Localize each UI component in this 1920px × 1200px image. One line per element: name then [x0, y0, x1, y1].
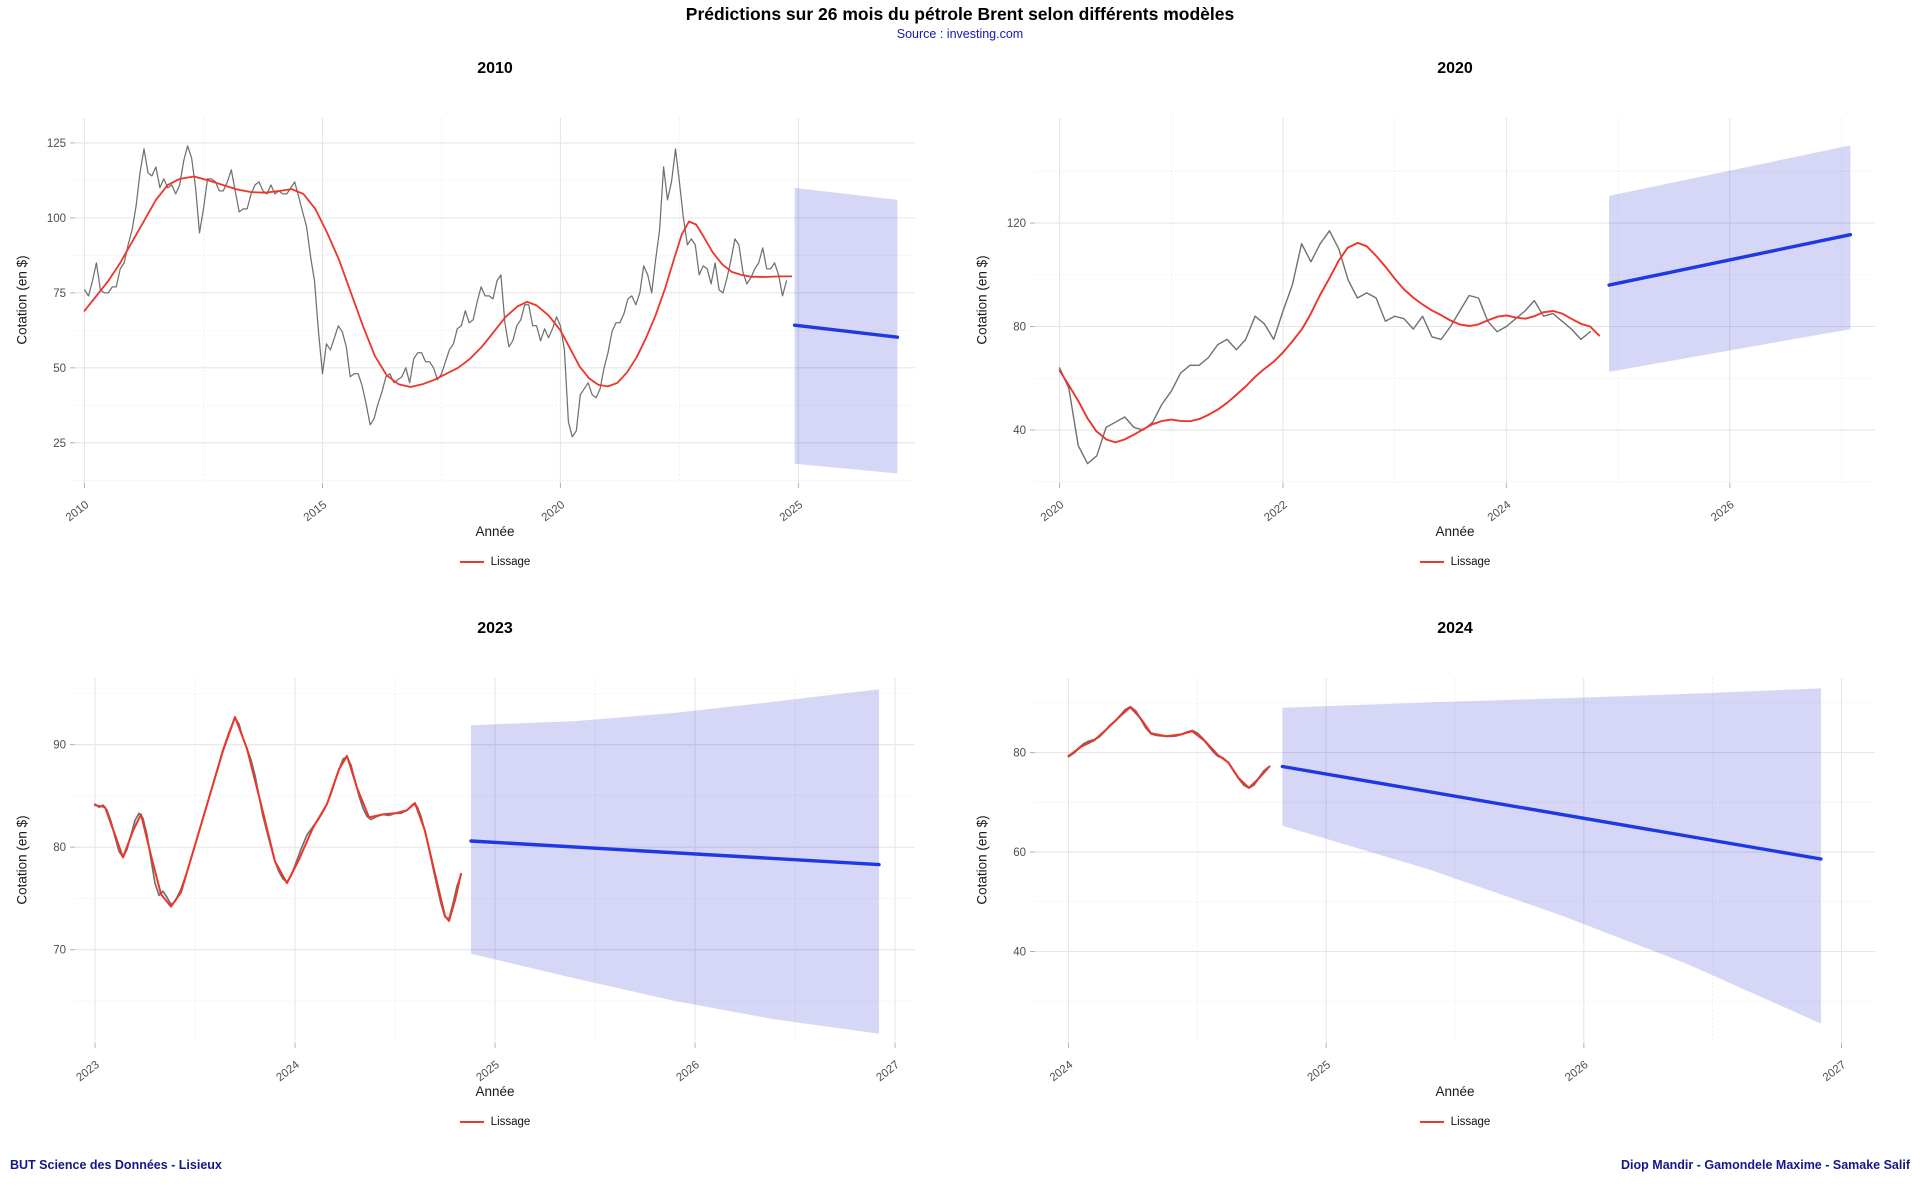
legend: Lissage: [75, 556, 915, 568]
line-chart-2010: 2010 2015 2020 2025 25 50 75 100 125: [47, 118, 915, 524]
legend-label: Lissage: [490, 1116, 531, 1128]
figure-title: Prédictions sur 26 mois du pétrole Brent…: [685, 4, 1235, 24]
svg-text:2027: 2027: [1821, 1059, 1849, 1084]
panel-title: 2024: [1437, 620, 1473, 637]
legend-key-line-icon: [1419, 561, 1444, 563]
x-axis-title: Année: [475, 1084, 515, 1099]
svg-text:2027: 2027: [874, 1059, 902, 1084]
svg-text:2023: 2023: [74, 1059, 102, 1084]
svg-text:100: 100: [47, 213, 66, 225]
chart-panel-2010: 2010 2015 2020 2025 25 50 75 100 125 2010 Cotati…: [0, 48, 960, 600]
legend-label: Lissage: [1450, 556, 1491, 568]
svg-text:60: 60: [1013, 847, 1026, 859]
svg-text:50: 50: [53, 363, 66, 375]
svg-text:70: 70: [53, 945, 66, 957]
svg-text:2025: 2025: [474, 1059, 502, 1084]
svg-text:40: 40: [1013, 947, 1026, 959]
legend-key-line-icon: [459, 561, 484, 563]
svg-text:2015: 2015: [302, 499, 330, 524]
svg-text:90: 90: [53, 740, 66, 752]
legend: Lissage: [75, 1116, 915, 1128]
svg-text:2024: 2024: [1486, 499, 1514, 525]
y-axis-title: Cotation (en $): [974, 255, 990, 345]
svg-text:75: 75: [53, 288, 66, 300]
svg-text:2024: 2024: [1048, 1059, 1076, 1085]
panel-title: 2023: [477, 620, 513, 637]
footer-left-text: BUT Science des Données - Lisieux: [10, 1158, 222, 1172]
y-axis-title: Cotation (en $): [14, 815, 30, 905]
panel-title: 2010: [477, 60, 513, 77]
svg-text:80: 80: [53, 842, 66, 854]
y-axis-title: Cotation (en $): [14, 255, 30, 345]
line-chart-2020: 2020 2022 2024 2026 40 80 120: [1007, 118, 1875, 525]
svg-text:40: 40: [1013, 425, 1026, 437]
svg-text:2025: 2025: [778, 499, 806, 524]
svg-text:125: 125: [47, 138, 66, 150]
legend-key-line-icon: [1419, 1121, 1444, 1123]
svg-text:2024: 2024: [274, 1059, 302, 1085]
x-axis-title: Année: [475, 524, 515, 539]
svg-text:80: 80: [1013, 748, 1026, 760]
svg-text:2026: 2026: [1563, 1059, 1591, 1084]
legend: Lissage: [1035, 556, 1875, 568]
svg-text:80: 80: [1013, 321, 1026, 333]
y-axis-title: Cotation (en $): [974, 815, 990, 905]
chart-panel-2023: 2023 2024 2025 2026 2027 70 80 90 2023 Cotation…: [0, 608, 960, 1160]
legend-label: Lissage: [1450, 1116, 1491, 1128]
svg-text:120: 120: [1007, 218, 1026, 230]
svg-text:2025: 2025: [1305, 1059, 1333, 1084]
legend-key-line-icon: [459, 1121, 484, 1123]
chart-panel-2020: 2020 2022 2024 2026 40 80 120 2020 Cotation (e…: [960, 48, 1920, 600]
chart-panel-2024: 2024 2025 2026 2027 40 60 80 2024 Cotation (en…: [960, 608, 1920, 1160]
svg-text:2026: 2026: [674, 1059, 702, 1084]
svg-text:2020: 2020: [1039, 499, 1067, 524]
legend: Lissage: [1035, 1116, 1875, 1128]
figure-subtitle: Source : investing.com: [896, 27, 1024, 41]
line-chart-2023: 2023 2024 2025 2026 2027 70 80 90: [53, 678, 915, 1085]
x-axis-title: Année: [1435, 524, 1475, 539]
svg-text:2026: 2026: [1709, 499, 1737, 524]
svg-text:2022: 2022: [1262, 499, 1290, 524]
line-chart-2024: 2024 2025 2026 2027 40 60 80: [1013, 678, 1875, 1085]
svg-text:2010: 2010: [64, 499, 92, 524]
svg-text:25: 25: [53, 438, 66, 450]
legend-label: Lissage: [490, 556, 531, 568]
footer-right-text: Diop Mandir - Gamondele Maxime - Samake …: [1621, 1158, 1910, 1172]
panel-title: 2020: [1437, 60, 1473, 77]
svg-text:2020: 2020: [540, 499, 568, 524]
x-axis-title: Année: [1435, 1084, 1475, 1099]
